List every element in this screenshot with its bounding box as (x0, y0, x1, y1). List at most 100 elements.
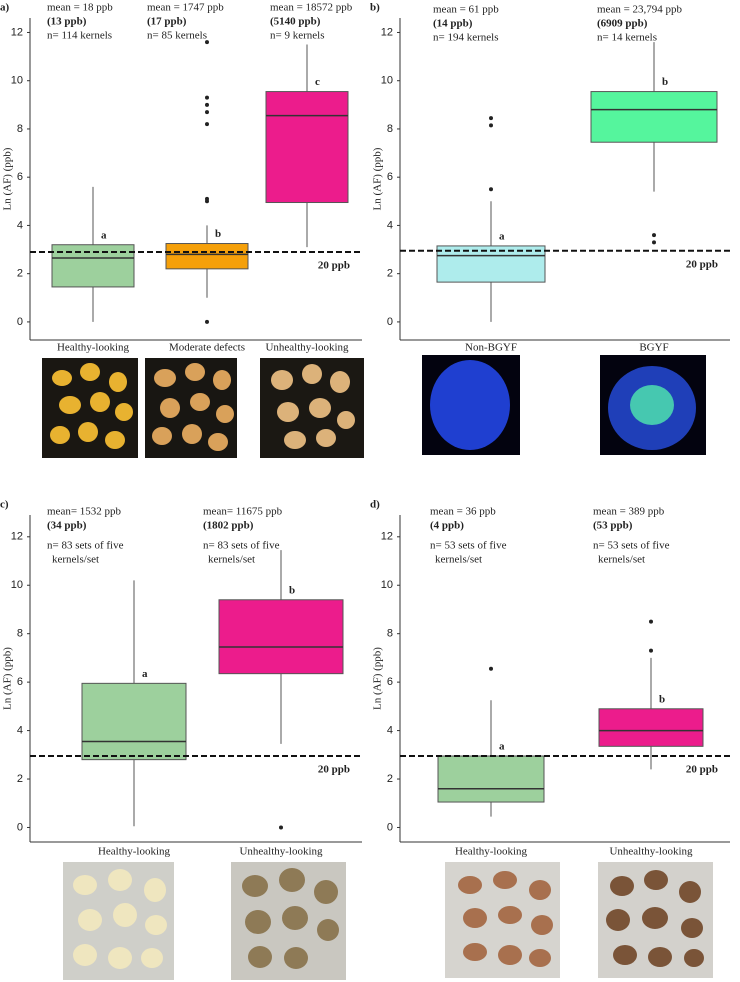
reference-label: 20 ppb (318, 764, 350, 776)
category-label: Healthy-looking (98, 846, 171, 858)
group-label: a (499, 741, 505, 753)
y-axis-label: Ln (AF) (ppb) (2, 147, 14, 210)
note: mean = 18 ppb (47, 2, 113, 14)
category-label: Healthy-looking (57, 342, 130, 354)
y-tick-label: 12 (11, 26, 23, 38)
group-label: a (499, 230, 505, 242)
box (590, 91, 718, 143)
y-tick-label: 6 (387, 676, 393, 688)
note: mean = 18572 ppb (270, 2, 353, 14)
note: mean = 1747 ppb (147, 2, 224, 14)
outlier (489, 666, 493, 671)
panel-label: b) (370, 2, 380, 14)
group-label: b (659, 693, 665, 705)
box (598, 708, 704, 747)
photo-glow (630, 385, 674, 425)
y-tick-label: 0 (387, 316, 393, 328)
y-tick-label: 12 (381, 531, 393, 543)
y-tick-label: 8 (387, 123, 393, 135)
category-label: Moderate defects (169, 342, 245, 354)
group-label: a (142, 668, 148, 680)
note: kernels/set (52, 554, 99, 566)
y-tick-label: 8 (17, 628, 23, 640)
box (218, 599, 344, 675)
note: kernels/set (208, 554, 255, 566)
note: (34 ppb) (47, 520, 87, 532)
y-tick-label: 6 (387, 171, 393, 183)
y-tick-label: 8 (17, 123, 23, 135)
outlier (652, 240, 656, 245)
group-label: b (215, 228, 221, 240)
note: n= 194 kernels (433, 32, 498, 44)
note: (17 ppb) (147, 16, 187, 28)
y-tick-label: 2 (387, 268, 393, 280)
note: mean= 11675 ppb (203, 506, 283, 518)
y-tick-label: 4 (17, 724, 23, 736)
note: n= 9 kernels (270, 30, 324, 42)
outlier (205, 196, 209, 201)
category-label: Unhealthy-looking (609, 846, 693, 858)
note: n= 83 sets of five (203, 540, 280, 552)
note: mean = 36 ppb (430, 506, 496, 518)
reference-label: 20 ppb (686, 764, 718, 776)
note: (5140 ppb) (270, 16, 321, 28)
note: mean= 1532 ppb (47, 506, 122, 518)
note: (53 ppb) (593, 520, 633, 532)
outlier (205, 110, 209, 115)
category-label: Unhealthy-looking (239, 846, 323, 858)
note: kernels/set (598, 554, 645, 566)
outlier (649, 619, 653, 624)
y-axis-label: Ln (AF) (ppb) (372, 647, 384, 710)
note: mean = 23,794 ppb (597, 4, 683, 16)
y-tick-label: 10 (11, 75, 23, 87)
group-label: c (315, 76, 320, 88)
note: kernels/set (435, 554, 482, 566)
group-label: a (101, 229, 107, 241)
y-axis-label: Ln (AF) (ppb) (2, 647, 14, 710)
note: mean = 61 ppb (433, 4, 499, 16)
y-tick-label: 2 (17, 773, 23, 785)
panel-label: a) (0, 2, 10, 14)
note: n= 83 sets of five (47, 540, 124, 552)
photo-kernel (430, 360, 510, 450)
note: (4 ppb) (430, 520, 464, 532)
note: n= 85 kernels (147, 30, 207, 42)
y-tick-label: 12 (381, 26, 393, 38)
note: n= 53 sets of five (430, 540, 507, 552)
category-label: Unhealthy-looking (265, 342, 349, 354)
y-tick-label: 10 (381, 75, 393, 87)
y-tick-label: 8 (387, 628, 393, 640)
category-label: BGYF (639, 342, 668, 354)
y-tick-label: 6 (17, 171, 23, 183)
outlier (205, 122, 209, 127)
outlier (649, 648, 653, 653)
note: n= 14 kernels (597, 32, 657, 44)
category-label: Non-BGYF (465, 342, 517, 354)
reference-label: 20 ppb (318, 259, 350, 271)
outlier (652, 233, 656, 238)
y-tick-label: 4 (387, 724, 393, 736)
y-tick-label: 0 (387, 821, 393, 833)
photos (42, 355, 713, 980)
outlier (205, 40, 209, 45)
box (265, 91, 349, 204)
category-label: Healthy-looking (455, 846, 528, 858)
note: (13 ppb) (47, 16, 87, 28)
y-tick-label: 6 (17, 676, 23, 688)
group-label: b (289, 584, 295, 596)
y-axis-label: Ln (AF) (ppb) (372, 147, 384, 210)
outlier (205, 102, 209, 107)
box (436, 245, 546, 283)
panel-label: c) (0, 499, 9, 511)
outlier (279, 825, 283, 830)
note: mean = 389 ppb (593, 506, 665, 518)
reference-label: 20 ppb (686, 258, 718, 270)
y-tick-label: 12 (11, 531, 23, 543)
box (165, 243, 249, 270)
outlier (489, 187, 493, 192)
box (81, 682, 187, 761)
y-tick-label: 4 (387, 219, 393, 231)
note: (14 ppb) (433, 18, 473, 30)
y-tick-label: 0 (17, 316, 23, 328)
